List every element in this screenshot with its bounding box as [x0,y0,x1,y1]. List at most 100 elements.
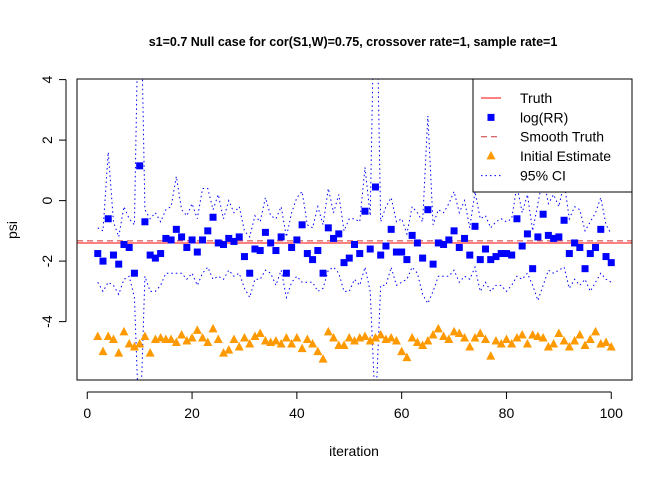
initial-estimate-point [591,326,601,336]
initial-estimate-point [433,323,443,333]
initial-estimate-point [329,332,339,342]
x-tick-label: 100 [600,405,624,421]
log-rr-point [356,250,364,258]
log-rr-point [220,240,228,248]
ci-upper-line [97,79,612,238]
initial-estimate-point [302,334,312,343]
initial-estimate-point [460,332,470,342]
log-rr-point [518,242,526,250]
initial-estimate-point [208,323,218,333]
initial-estimate-point [564,342,574,351]
log-rr-point [539,210,547,218]
initial-estimate-point [538,332,548,342]
plot-frame [76,78,633,381]
log-rr-point [157,250,165,258]
log-rr-point [586,250,594,258]
x-tick-label: 40 [289,405,305,421]
log-rr-point [298,221,306,229]
initial-estimate-point [198,332,208,342]
log-rr-point [282,269,290,277]
legend-label: Initial Estimate [520,148,611,164]
initial-estimate-point [512,332,522,342]
log-rr-point [576,243,584,251]
initial-estimate-point [103,331,113,340]
initial-estimate-point [480,334,490,343]
initial-estimate-point [501,334,511,343]
initial-estimate-point [219,348,229,357]
initial-estimate-point [601,337,611,347]
log-rr-point [377,251,385,259]
initial-estimate-point [418,340,428,350]
log-rr-point [471,222,479,230]
legend-symbol-square [487,113,495,121]
y-tick-label: 4 [39,76,55,84]
initial-estimate-point [124,339,134,348]
log-rr-point [345,254,353,262]
initial-estimate-point [318,354,328,363]
log-rr-point [94,250,102,258]
legend-label: 95% CI [520,168,566,184]
log-rr-point [581,265,589,273]
log-rr-point [571,239,579,247]
initial-estimate-point [575,329,585,339]
initial-estimate-point [475,328,485,337]
log-rr-point [476,256,484,264]
initial-estimate-point [297,343,307,353]
initial-estimate-point [517,329,527,339]
initial-estimate-point [182,336,192,345]
legend-label: Smooth Truth [520,129,604,145]
initial-estimate-point [255,328,265,337]
log-rr-point [162,234,170,242]
initial-estimate-point [98,346,108,356]
axis-ticks: 0 20 40 60 80 100 -4 -2 0 2 4 [39,76,623,421]
log-rr-point [209,213,217,221]
initial-estimate-point [439,331,449,340]
initial-estimate-point [145,348,155,357]
initial-estimate-point [365,336,375,345]
log-rr-point [225,234,233,242]
log-rr-point [293,236,301,244]
log-rr-point [183,243,191,251]
log-rr-point [387,225,395,233]
log-rr-point [99,257,107,265]
initial-estimate-point [171,337,181,347]
log-rr-point [141,218,149,226]
log-rr-point [240,253,248,261]
log-rr-point [288,243,296,251]
initial-estimate-point [554,328,564,337]
log-rr-point [403,256,411,264]
log-rr-point [424,206,432,214]
initial-estimate-point [528,329,538,339]
log-rr-point [398,248,406,256]
log-rr-point [497,250,505,258]
log-rr-point [550,234,558,242]
initial-estimate-point [339,340,349,350]
initial-estimate-point [239,332,249,342]
log-rr-point [109,251,117,259]
log-rr-point [193,248,201,256]
initial-estimate-point [423,336,433,345]
initial-estimate-point [166,334,176,343]
log-rr-point [607,259,615,267]
log-rr-point [560,216,568,224]
log-rr-point [277,233,285,241]
initial-estimate-point [391,336,401,345]
x-axis-label: iteration [329,443,379,459]
log-rr-point [167,236,175,244]
legend-label: log(RR) [520,109,568,125]
log-rr-point [487,256,495,264]
initial-estimate-point [559,336,569,345]
initial-estimate-point [292,332,302,342]
log-rr-point [172,225,180,233]
initial-estimate-point [313,346,323,356]
log-rr-point [246,269,254,277]
log-rr-point [230,237,238,245]
initial-estimate-point [428,329,438,339]
log-rr-point [413,239,421,247]
initial-estimate-point [486,351,496,360]
initial-estimate-point [407,332,417,342]
log-rr-point [366,245,374,253]
log-rr-point [592,243,600,251]
log-rr-point [361,207,369,215]
x-tick-label: 0 [83,405,91,421]
